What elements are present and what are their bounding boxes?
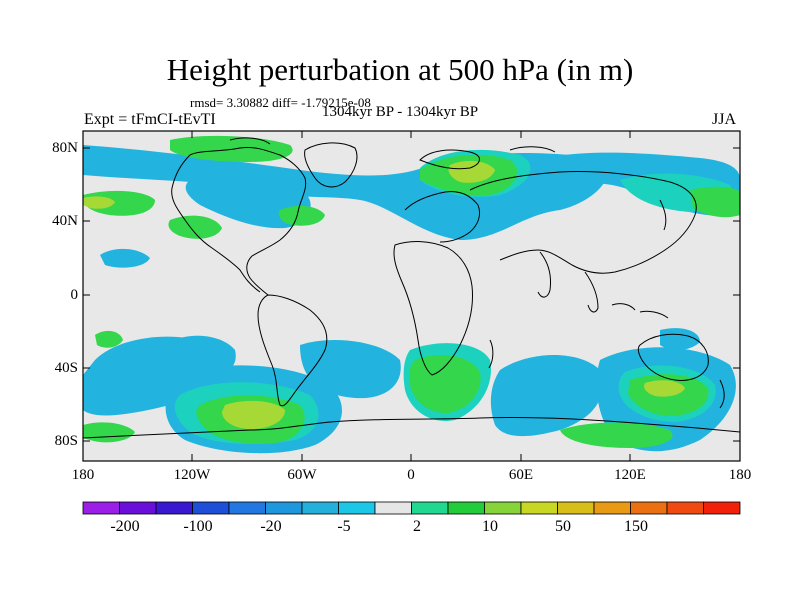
colorbar-swatch [666,501,704,515]
colorbar-label: 50 [555,518,571,535]
map-title: Height perturbation at 500 hPa (in m) [166,52,634,87]
colorbar-swatch [265,501,303,515]
colorbar [82,501,741,515]
lat-label-80s: 80S [54,433,78,449]
colorbar-swatch [520,501,558,515]
colorbar-swatch [557,501,595,515]
colorbar-label: -100 [183,518,213,535]
lon-label-60e: 60E [508,467,534,483]
colorbar-swatch [411,501,449,515]
colorbar-label: -200 [110,518,140,535]
colorbar-swatch [228,501,266,515]
lat-label-80n: 80N [52,140,78,156]
colorbar-swatch [484,501,522,515]
lon-label-120e: 120E [614,467,646,483]
colorbar-label: 150 [624,518,648,535]
lon-label-0: 0 [407,467,415,483]
colorbar-label: -5 [337,518,351,535]
season-label: JJA [712,111,737,128]
colorbar-swatch [301,501,339,515]
strong-anomaly-fill [83,160,685,430]
colorbar-label: 2 [413,518,421,535]
lat-label-40n: 40N [52,213,78,229]
colorbar-swatch [593,501,631,515]
lon-label-120w: 120W [173,467,211,483]
colorbar-label: -20 [260,518,282,535]
colorbar-swatch [155,501,193,515]
contour-field [83,135,740,454]
lat-label-40s: 40S [54,360,78,376]
colorbar-swatch [119,501,157,515]
lon-label-180w: 180 [71,467,95,483]
subtitle: 1304kyr BP - 1304kyr BP [322,104,479,120]
coastlines [83,137,740,439]
experiment-label: Expt = tFmCI-tEvTI [84,111,216,128]
colorbar-swatch [630,501,668,515]
axis-ticks [82,131,741,461]
lon-label-60w: 60W [287,467,317,483]
lat-label-0: 0 [70,287,79,303]
colorbar-swatch [192,501,230,515]
colorbar-swatch [82,501,120,515]
colorbar-swatch [447,501,485,515]
colorbar-swatch [338,501,376,515]
colorbar-swatch [703,501,741,515]
stats-label: rmsd= 3.30882 diff= -1.79215e-08 [190,95,371,110]
lon-label-180e: 180 [728,467,752,483]
colorbar-swatch [374,501,412,515]
colorbar-label: 10 [482,518,498,535]
